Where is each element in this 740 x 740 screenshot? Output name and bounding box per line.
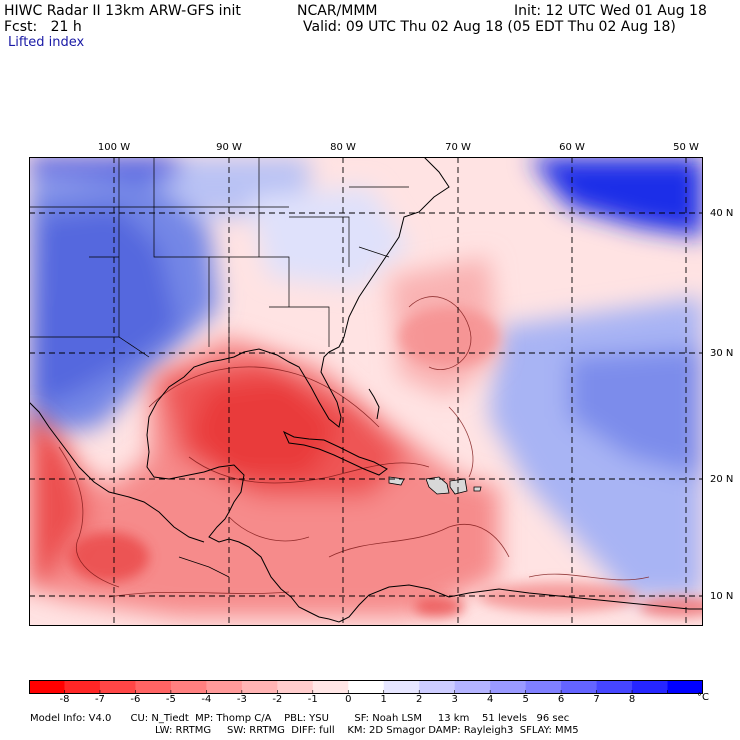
coastlines — [29, 157, 703, 623]
colorbar-swatch — [632, 680, 669, 694]
lat-label-40n: 40 N — [710, 208, 734, 219]
lon-label-80w: 80 W — [330, 142, 356, 153]
lon-label-90w: 90 W — [216, 142, 242, 153]
colorbar-swatch — [596, 680, 633, 694]
colorbar-swatch — [454, 680, 491, 694]
colorbar-swatch — [419, 680, 456, 694]
lat-label-30n: 30 N — [710, 348, 734, 359]
colorbar-swatch — [667, 680, 703, 694]
field-detail — [69, 307, 703, 617]
colorbar-tick-label: 7 — [593, 694, 600, 705]
colorbar-tick-label: -8 — [59, 694, 70, 705]
colorbar-swatch — [99, 680, 136, 694]
map-frame — [29, 157, 703, 626]
lon-label-50w: 50 W — [673, 142, 699, 153]
colorbar-tick-label: -7 — [94, 694, 105, 705]
colorbar-tick-label: -4 — [201, 694, 212, 705]
lat-label-20n: 20 N — [710, 474, 734, 485]
colorbar-swatch — [525, 680, 562, 694]
colorbar-tick-label: 2 — [416, 694, 423, 705]
colorbar-swatch — [490, 680, 527, 694]
lon-label-70w: 70 W — [445, 142, 471, 153]
li-contours — [58, 296, 650, 598]
graticule — [29, 157, 703, 626]
colorbar-swatch — [241, 680, 278, 694]
model-info-line-2: LW: RRTMG SW: RRTMG DIFF: full KM: 2D Sm… — [155, 725, 579, 736]
colorbar-swatch — [348, 680, 385, 694]
forecast-hour: Fcst: 21 h — [4, 19, 82, 35]
valid-time: Valid: 09 UTC Thu 02 Aug 18 (05 EDT Thu … — [303, 19, 676, 35]
org-text: NCAR/MMM — [297, 3, 378, 19]
colorbar-swatch — [206, 680, 243, 694]
colorbar-tick-label: 1 — [380, 694, 387, 705]
colorbar-tick-label: 0 — [345, 694, 352, 705]
colorbar-swatch — [312, 680, 349, 694]
colorbar-swatch — [170, 680, 207, 694]
stable-regions — [29, 157, 703, 597]
lon-label-60w: 60 W — [559, 142, 585, 153]
colorbar-swatch — [29, 680, 65, 694]
colorbar-unit: °C — [697, 692, 709, 703]
model-info-line-1: Model Info: V4.0 CU: N_Tiedt MP: Thomp C… — [30, 713, 570, 724]
lat-label-10n: 10 N — [710, 591, 734, 602]
colorbar-swatch — [64, 680, 101, 694]
init-time: Init: 12 UTC Wed 01 Aug 18 — [514, 3, 707, 19]
title-text: HIWC Radar II 13km ARW-GFS init — [4, 3, 241, 19]
colorbar-swatch — [135, 680, 172, 694]
colorbar-tick-label: -2 — [272, 694, 283, 705]
colorbar-tick-label: -1 — [307, 694, 318, 705]
colorbar-frame — [29, 680, 703, 694]
colorbar-tick-label: 3 — [451, 694, 458, 705]
colorbar-tick-label: -5 — [165, 694, 176, 705]
lifted-index-map — [29, 157, 703, 626]
colorbar-tick-label: 8 — [628, 694, 636, 705]
state-borders — [29, 157, 409, 578]
lon-label-100w: 100 W — [97, 142, 131, 153]
colorbar-tick-label: -3 — [236, 694, 247, 705]
field-name: Lifted index — [8, 35, 85, 50]
colorbar-tick-label: 6 — [557, 694, 565, 705]
colorbar-tick-label: 5 — [522, 694, 529, 705]
colorbar — [29, 680, 703, 694]
colorbar-swatch — [277, 680, 314, 694]
colorbar-swatch — [561, 680, 598, 694]
colorbar-tick-label: -6 — [130, 694, 141, 705]
colorbar-swatch — [383, 680, 420, 694]
colorbar-tick-label: 4 — [486, 694, 494, 705]
